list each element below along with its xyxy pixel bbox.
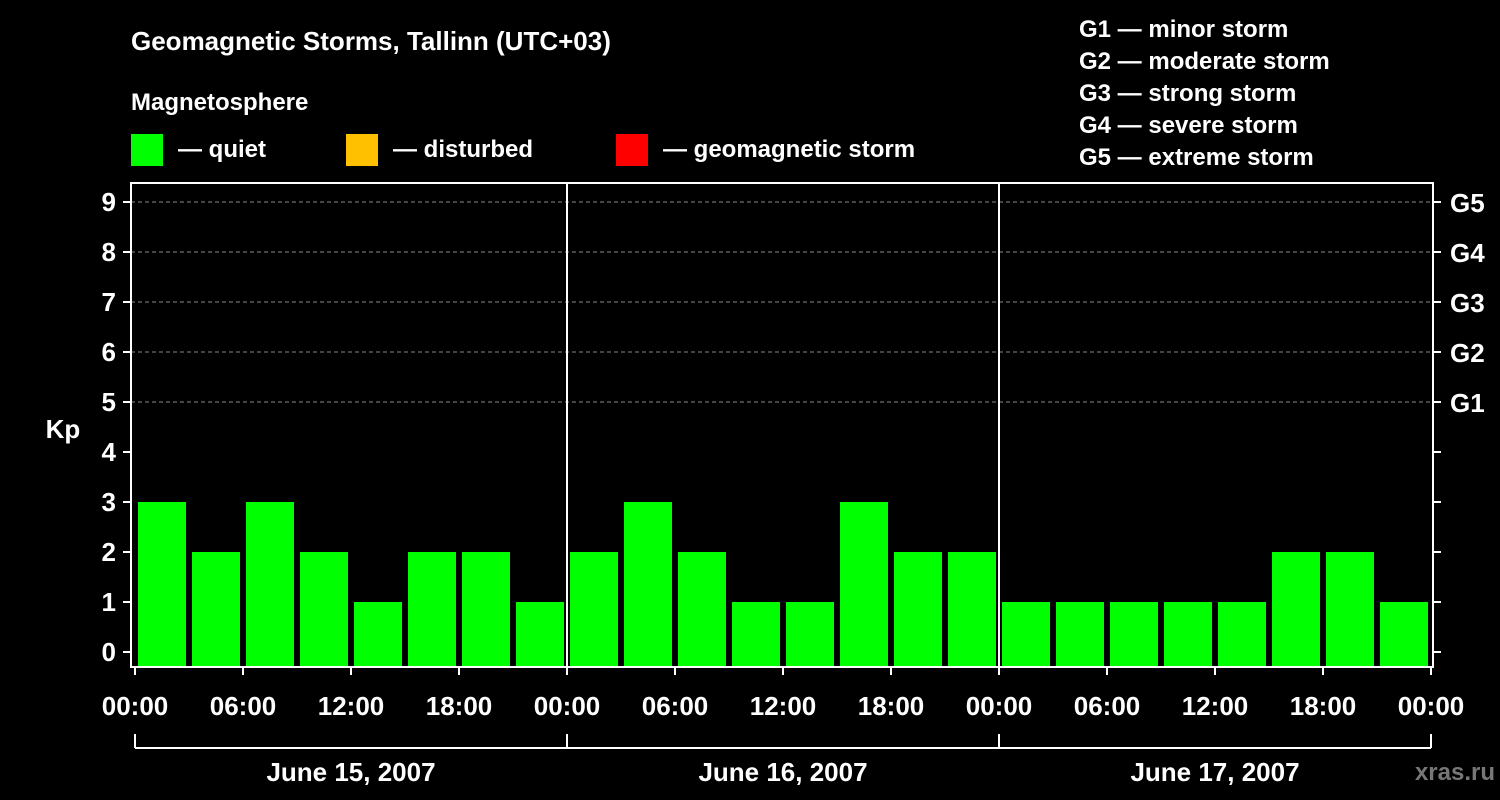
- legend: — quiet — disturbed — geomagnetic storm: [131, 134, 915, 166]
- x-tick-label: 00:00: [534, 691, 601, 721]
- x-tick-label: 12:00: [318, 691, 385, 721]
- g-scale-label: G5: [1450, 188, 1485, 218]
- x-tick-label: 06:00: [642, 691, 709, 721]
- chart-title: Geomagnetic Storms, Tallinn (UTC+03): [131, 26, 611, 56]
- x-tick-label: 12:00: [1182, 691, 1249, 721]
- kp-bar: [948, 552, 996, 667]
- scale-legend-item: G3 — strong storm: [1079, 80, 1296, 107]
- scale-legend-item: G2 — moderate storm: [1079, 48, 1330, 75]
- watermark: xras.ru: [1415, 759, 1495, 786]
- x-tick-label: 06:00: [210, 691, 277, 721]
- kp-bar: [462, 552, 510, 667]
- kp-bar: [1056, 602, 1104, 667]
- y-tick-label: 8: [102, 237, 116, 267]
- kp-bar: [300, 552, 348, 667]
- kp-bar: [1380, 602, 1428, 667]
- x-tick-label: 06:00: [1074, 691, 1141, 721]
- y-tick-label: 6: [102, 337, 116, 367]
- kp-bar: [1326, 552, 1374, 667]
- y-axis-label: Kp: [46, 414, 81, 444]
- scale-legend-item: G5 — extreme storm: [1079, 144, 1314, 171]
- day-label: June 17, 2007: [1130, 757, 1299, 787]
- kp-bar: [354, 602, 402, 667]
- kp-bar: [1164, 602, 1212, 667]
- kp-bar: [192, 552, 240, 667]
- x-tick-label: 18:00: [858, 691, 925, 721]
- legend-swatch: [346, 134, 378, 166]
- day-label: June 16, 2007: [698, 757, 867, 787]
- y-tick-label: 5: [102, 387, 116, 417]
- kp-bar: [840, 502, 888, 667]
- scale-legend: G1 — minor storm G2 — moderate storm G3 — …: [1079, 16, 1330, 171]
- kp-bar: [624, 502, 672, 667]
- legend-label: — geomagnetic storm: [663, 136, 915, 163]
- legend-swatch: [616, 134, 648, 166]
- legend-swatch: [131, 134, 163, 166]
- y-tick-label: 2: [102, 537, 116, 567]
- chart-subtitle: Magnetosphere: [131, 89, 308, 116]
- kp-bar: [138, 502, 186, 667]
- axes: 0 1 2 3 4 5 6 7 8 9 G1 G2 G3 G4 G5 June 15, 2007 June 16…: [102, 187, 1486, 787]
- kp-bar: [678, 552, 726, 667]
- kp-bar: [516, 602, 564, 667]
- x-tick-label: 00:00: [1398, 691, 1465, 721]
- kp-bar: [1110, 602, 1158, 667]
- y-tick-label: 0: [102, 637, 116, 667]
- kp-bar: [732, 602, 780, 667]
- g-scale-label: G1: [1450, 388, 1485, 418]
- legend-label: — quiet: [178, 136, 266, 163]
- x-tick-label: 12:00: [750, 691, 817, 721]
- bars: [138, 502, 1428, 667]
- y-tick-label: 1: [102, 587, 116, 617]
- kp-bar: [246, 502, 294, 667]
- g-scale-label: G4: [1450, 238, 1485, 268]
- y-tick-label: 9: [102, 187, 116, 217]
- scale-legend-item: G1 — minor storm: [1079, 16, 1288, 43]
- g-scale-label: G3: [1450, 288, 1485, 318]
- day-label: June 15, 2007: [266, 757, 435, 787]
- kp-bar: [786, 602, 834, 667]
- scale-legend-item: G4 — severe storm: [1079, 112, 1298, 139]
- kp-bar: [1218, 602, 1266, 667]
- y-tick-label: 3: [102, 487, 116, 517]
- y-tick-label: 7: [102, 287, 116, 317]
- y-tick-label: 4: [102, 437, 117, 467]
- kp-bar: [894, 552, 942, 667]
- x-tick-label: 00:00: [102, 691, 169, 721]
- kp-bar: [570, 552, 618, 667]
- x-tick-label: 18:00: [426, 691, 493, 721]
- legend-label: — disturbed: [393, 136, 533, 163]
- x-tick-label: 00:00: [966, 691, 1033, 721]
- x-tick-label: 18:00: [1290, 691, 1357, 721]
- kp-bar: [1002, 602, 1050, 667]
- g-scale-label: G2: [1450, 338, 1485, 368]
- grid: [131, 183, 1433, 667]
- kp-bar: [408, 552, 456, 667]
- kp-bar: [1272, 552, 1320, 667]
